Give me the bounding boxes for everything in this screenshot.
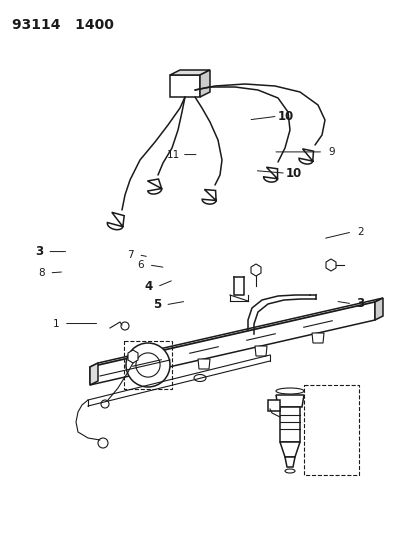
Text: 3: 3 xyxy=(35,245,43,258)
Polygon shape xyxy=(128,350,138,363)
Polygon shape xyxy=(141,372,153,382)
Bar xyxy=(124,341,171,389)
Text: 6: 6 xyxy=(137,260,144,270)
Ellipse shape xyxy=(194,375,206,382)
Polygon shape xyxy=(279,442,299,457)
Circle shape xyxy=(126,343,170,387)
Polygon shape xyxy=(199,70,209,97)
Ellipse shape xyxy=(284,469,294,473)
Polygon shape xyxy=(254,346,266,356)
Text: 8: 8 xyxy=(38,268,45,278)
Polygon shape xyxy=(170,75,199,97)
Text: 1: 1 xyxy=(52,319,59,328)
Polygon shape xyxy=(90,363,98,385)
Polygon shape xyxy=(197,359,209,369)
Polygon shape xyxy=(263,167,277,182)
Ellipse shape xyxy=(275,388,303,394)
Circle shape xyxy=(98,438,108,448)
Polygon shape xyxy=(284,457,294,467)
Polygon shape xyxy=(374,298,382,320)
Text: 93114   1400: 93114 1400 xyxy=(12,18,114,32)
Text: 5: 5 xyxy=(153,298,161,311)
Text: 2: 2 xyxy=(356,227,363,237)
Polygon shape xyxy=(298,149,313,164)
Circle shape xyxy=(101,400,109,408)
Polygon shape xyxy=(250,264,260,276)
Text: 10: 10 xyxy=(285,167,301,180)
Text: 9: 9 xyxy=(327,147,334,157)
Polygon shape xyxy=(311,333,323,343)
Bar xyxy=(279,407,299,442)
Bar xyxy=(303,385,358,475)
Text: 11: 11 xyxy=(167,150,180,159)
Text: 7: 7 xyxy=(127,250,133,260)
Polygon shape xyxy=(275,395,303,407)
Text: 3: 3 xyxy=(355,297,363,310)
Polygon shape xyxy=(170,70,209,75)
Text: 4: 4 xyxy=(145,280,153,293)
Polygon shape xyxy=(147,179,161,194)
Polygon shape xyxy=(325,259,335,271)
Circle shape xyxy=(121,322,129,330)
Polygon shape xyxy=(267,400,279,411)
Circle shape xyxy=(135,353,160,377)
Text: 10: 10 xyxy=(277,110,293,123)
Polygon shape xyxy=(90,302,374,385)
Polygon shape xyxy=(90,298,382,367)
Polygon shape xyxy=(202,190,216,204)
Polygon shape xyxy=(107,212,124,230)
